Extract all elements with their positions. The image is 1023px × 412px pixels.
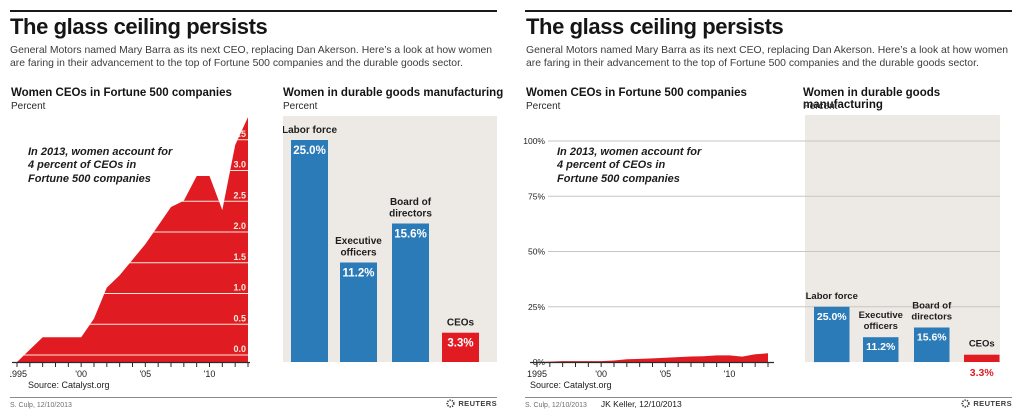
- bar-category-label: CEOs: [447, 318, 475, 329]
- bar-value-label: 3.3%: [970, 367, 995, 379]
- y-axis-label: 1.5: [233, 252, 246, 262]
- credit-artist: S. Culp, 12/10/2013: [10, 402, 72, 409]
- y-axis-label: 1.0: [233, 283, 246, 293]
- reuters-globe-icon: [961, 399, 971, 408]
- reuters-logo: REUTERS: [446, 399, 497, 408]
- bar: [442, 332, 479, 362]
- bar-value-label: 25.0%: [817, 311, 847, 323]
- x-axis-label: '00: [75, 369, 87, 379]
- bar-category-label: Executive: [859, 310, 903, 321]
- x-axis-label: 1995: [527, 369, 547, 379]
- bar-category-label: Executive: [335, 236, 382, 247]
- footer-rule: [10, 397, 497, 398]
- panel-rescaled: The glass ceiling persists General Motor…: [512, 0, 1023, 412]
- bar-category-label: CEOs: [969, 339, 995, 350]
- bar-value-label: 3.3%: [447, 338, 473, 350]
- bar-category-label: directors: [911, 312, 952, 323]
- bar: [814, 306, 850, 363]
- bar-category-label: officers: [864, 321, 898, 332]
- annotation: In 2013, women account for 4 percent of …: [557, 146, 702, 185]
- page-title: The glass ceiling persists: [526, 14, 784, 39]
- bar: [392, 223, 429, 362]
- x-axis-label: '05: [139, 369, 151, 379]
- bar-value-label: 11.2%: [343, 268, 375, 280]
- bar: [863, 337, 899, 362]
- brand-label: REUTERS: [458, 399, 497, 408]
- subtitle: General Motors named Mary Barra as its n…: [526, 45, 1009, 69]
- panel-original: The glass ceiling persists General Motor…: [0, 0, 511, 412]
- source-note: Source: Catalyst.org: [28, 380, 110, 390]
- area-chart-unit: Percent: [526, 101, 561, 112]
- bar-category-label: Labor force: [806, 291, 858, 302]
- page-title: The glass ceiling persists: [10, 14, 268, 39]
- top-rule: [525, 10, 1012, 12]
- bar-category-label: officers: [340, 248, 377, 259]
- bar: [964, 354, 1000, 362]
- x-axis-label: '10: [724, 369, 736, 379]
- y-axis-label: 25%: [528, 302, 545, 312]
- y-axis-label: 50%: [528, 247, 545, 257]
- bar-value-label: 25.0%: [293, 145, 326, 157]
- y-axis-label: 2.0: [233, 221, 246, 231]
- source-note: Source: Catalyst.org: [530, 380, 612, 390]
- bar-category-label: Board of: [390, 197, 432, 208]
- y-axis-label: 75%: [528, 191, 545, 201]
- footer-rule: [525, 397, 1012, 398]
- y-axis-label: 3.0: [233, 160, 246, 170]
- area-chart-title: Women CEOs in Fortune 500 companies: [11, 87, 232, 99]
- brand-label: REUTERS: [973, 399, 1012, 408]
- credit-remaker: JK Keller, 12/10/2013: [600, 399, 682, 409]
- y-axis-label: 0.5: [233, 313, 246, 323]
- bar-value-label: 15.6%: [394, 228, 427, 240]
- ceo-share-area: [17, 117, 248, 362]
- credit-row: S. Culp, 12/10/2013: [10, 402, 72, 409]
- area-chart-unit: Percent: [11, 101, 46, 112]
- y-axis-label: 100%: [523, 136, 545, 146]
- bar: [914, 327, 950, 362]
- bar: [291, 140, 328, 362]
- credit-row: S. Culp, 12/10/2013 JK Keller, 12/10/201…: [525, 400, 682, 409]
- x-axis-label: '10: [204, 369, 216, 379]
- fortune500-area-chart: 0.0 0.5 1.0 1.5 2.0 2.5 3.0 3.5 1995 '00 '05 '10: [10, 117, 250, 379]
- bar-category-label: directors: [389, 208, 432, 219]
- credit-artist: S. Culp, 12/10/2013: [525, 402, 587, 409]
- bar-chart-unit: Percent: [283, 101, 318, 112]
- bar-chart-title: Women in durable goods manufacturing: [803, 87, 941, 111]
- area-chart-title: Women CEOs in Fortune 500 companies: [526, 87, 747, 99]
- bar-category-label: Labor force: [283, 125, 337, 136]
- bar-value-label: 11.2%: [866, 341, 896, 353]
- reuters-globe-icon: [446, 399, 456, 408]
- bar-value-label: 15.6%: [917, 332, 947, 344]
- bar-chart-title: Women in durable goods manufacturing: [283, 87, 504, 99]
- y-axis-label: 0.0: [233, 344, 246, 354]
- bar-chart-unit: Percent: [803, 101, 838, 112]
- annotation: In 2013, women account for 4 percent of …: [28, 146, 173, 185]
- y-axis-label: 3.5: [233, 129, 246, 139]
- y-axis-label: 2.5: [233, 190, 246, 200]
- x-axis-label: 1995: [10, 369, 27, 379]
- reuters-logo: REUTERS: [961, 399, 1012, 408]
- x-axis-label: '00: [595, 369, 607, 379]
- x-axis-label: '05: [659, 369, 671, 379]
- bar: [340, 262, 377, 362]
- ceo-share-area: [537, 353, 768, 362]
- top-rule: [10, 10, 497, 12]
- bar-category-label: Board of: [912, 301, 952, 312]
- subtitle: General Motors named Mary Barra as its n…: [10, 45, 493, 69]
